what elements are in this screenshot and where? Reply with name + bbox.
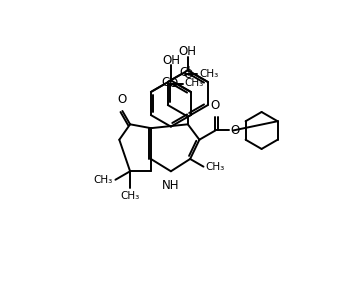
Text: O: O [231, 124, 240, 137]
Text: O: O [211, 99, 220, 112]
Text: CH₃: CH₃ [199, 69, 218, 79]
Text: CH₃: CH₃ [206, 162, 225, 172]
Text: CH₃: CH₃ [120, 191, 140, 201]
Text: O: O [168, 77, 177, 90]
Text: NH: NH [162, 179, 180, 192]
Text: OH: OH [162, 54, 180, 67]
Text: CH₃: CH₃ [94, 175, 113, 185]
Text: O: O [183, 68, 193, 81]
Text: Cl: Cl [179, 66, 191, 79]
Text: O: O [118, 93, 127, 105]
Text: OH: OH [179, 45, 197, 58]
Text: CH₃: CH₃ [185, 78, 204, 89]
Text: Cl: Cl [162, 76, 173, 89]
